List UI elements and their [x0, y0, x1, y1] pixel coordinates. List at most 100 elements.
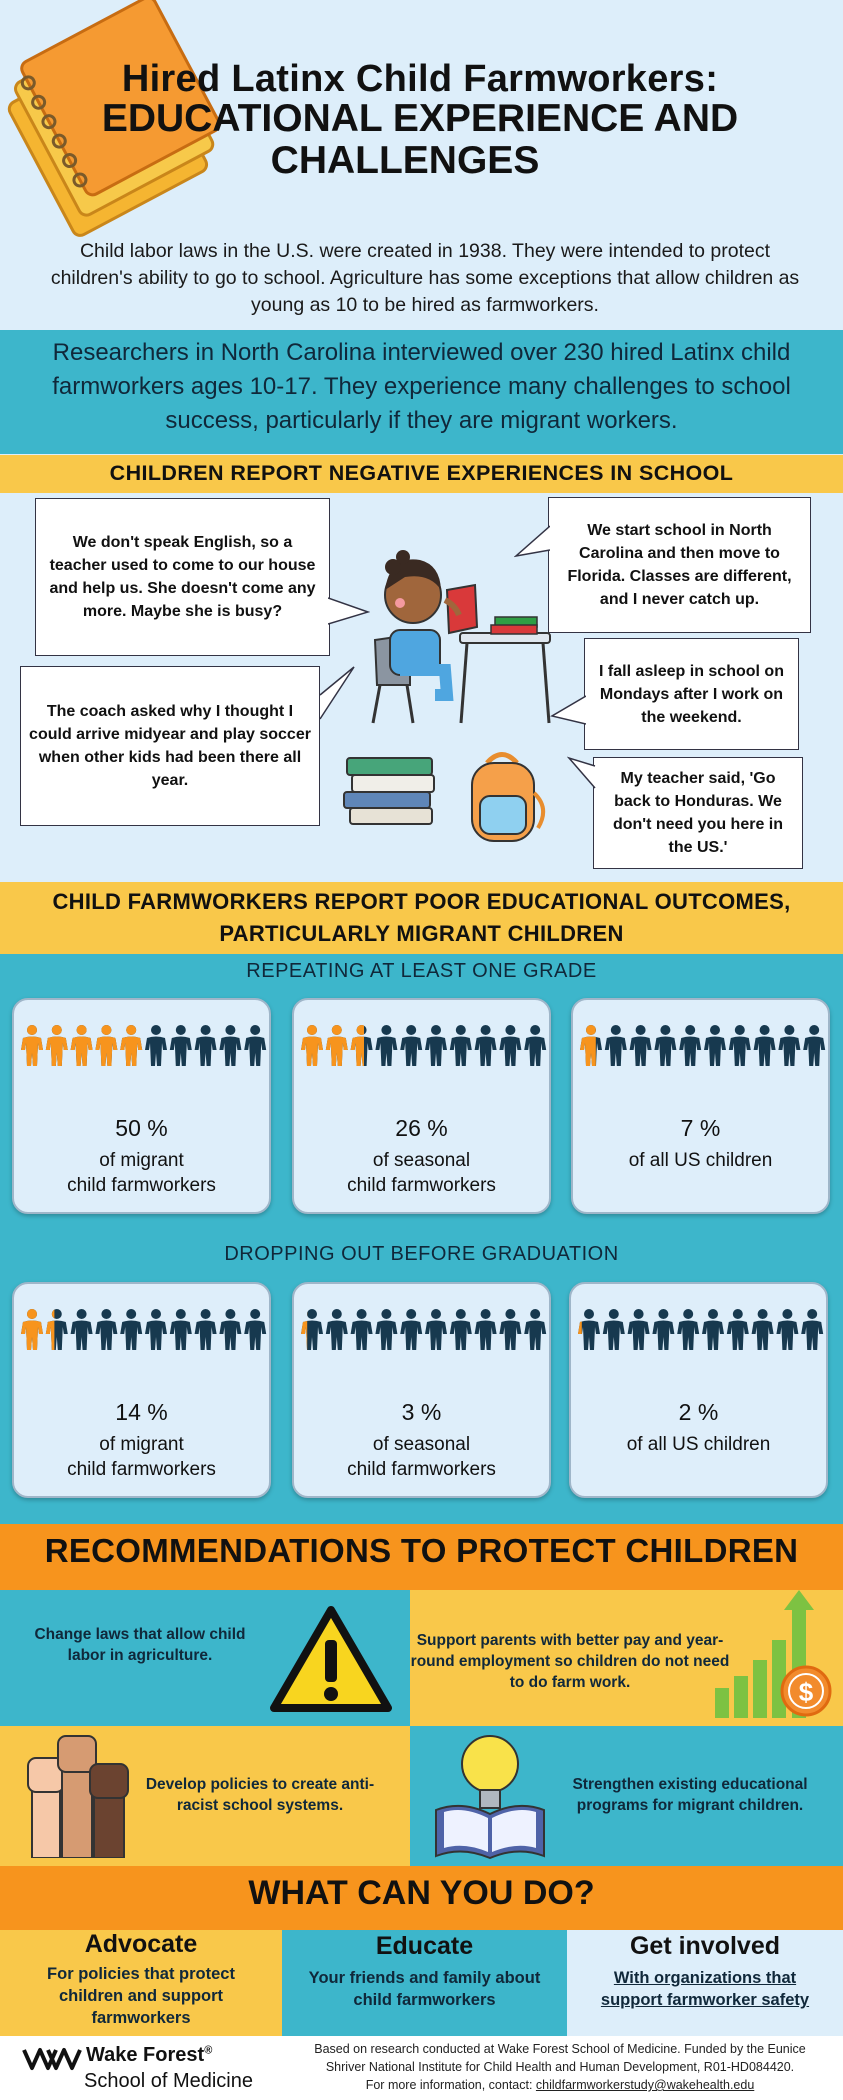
person-icon	[751, 1309, 774, 1350]
contact-email-link[interactable]: childfarmworkerstudy@wakehealth.edu	[535, 2078, 755, 2092]
stat-percent: 26 %	[395, 1115, 448, 1141]
action-text: For policies that protect children and s…	[47, 1965, 235, 2027]
quote-text: The coach asked why I thought I could ar…	[29, 703, 311, 789]
person-icon	[70, 1025, 93, 1066]
footer-note-line2: Shriver National Institute for Child Hea…	[325, 2060, 795, 2074]
stat-card: 50 % of migrant child farmworkers	[12, 998, 271, 1214]
dropping-out-label: DROPPING OUT BEFORE GRADUATION	[224, 1243, 619, 1265]
quote-bubble: We don't speak English, so a teacher use…	[35, 498, 330, 656]
organizations-link[interactable]: With organizations that support farmwork…	[600, 1969, 810, 2009]
person-icon	[169, 1309, 192, 1350]
person-icon	[350, 1025, 373, 1066]
backpack-icon	[471, 752, 546, 842]
stat-card: 3 % of seasonal child farmworkers	[292, 1282, 551, 1498]
outcomes-heading: CHILD FARMWORKERS REPORT POOR EDUCATIONA…	[0, 886, 843, 950]
notebooks-icon	[7, 0, 221, 237]
person-icon	[301, 1025, 323, 1066]
person-icon	[194, 1025, 217, 1066]
person-icon	[728, 1025, 751, 1066]
person-icon	[524, 1309, 547, 1350]
stat-percent: 7 %	[680, 1115, 721, 1141]
person-icon	[244, 1309, 267, 1350]
person-icon	[677, 1309, 700, 1350]
recommendations-heading-band	[0, 1524, 843, 1590]
person-icon	[425, 1309, 447, 1350]
person-icon	[679, 1025, 702, 1066]
stat-caption-line1: of migrant	[99, 1434, 184, 1455]
footer-note-line1: Based on research conducted at Wake Fore…	[314, 2042, 806, 2056]
footer	[0, 2036, 843, 2100]
repeating-grade-label: REPEATING AT LEAST ONE GRADE	[246, 960, 597, 982]
stat-percent: 14 %	[115, 1399, 168, 1425]
bubble-tail	[514, 525, 550, 558]
person-icon	[702, 1309, 724, 1350]
rec-text: Develop policies to create anti-racist s…	[145, 1776, 375, 1814]
person-icon	[350, 1309, 373, 1350]
person-icon	[244, 1025, 267, 1066]
logo-subtitle: School of Medicine	[84, 2070, 253, 2092]
action-get-involved: Get involved With organizations that sup…	[567, 1930, 843, 2036]
quote-text: We don't speak English, so a teacher use…	[49, 534, 316, 620]
person-icon	[145, 1309, 167, 1350]
stat-caption-line2: child farmworkers	[347, 1175, 496, 1196]
person-icon	[803, 1025, 826, 1066]
person-icon	[325, 1025, 348, 1066]
page-title-line3: CHALLENGES	[270, 139, 540, 182]
stat-card: 26 % of seasonal child farmworkers	[292, 998, 551, 1214]
bubble-tail	[328, 597, 370, 625]
bubble-tail	[319, 666, 355, 720]
person-icon	[45, 1025, 68, 1066]
footer-contact-prefix: For more information, contact:	[365, 2078, 536, 2092]
person-icon	[627, 1309, 650, 1350]
stat-caption-line1: of seasonal	[372, 1150, 471, 1171]
svg-text:$: $	[799, 1677, 814, 1707]
quote-bubble: We start school in North Carolina and th…	[548, 497, 811, 633]
rec-text: Support parents with better pay and year…	[410, 1632, 730, 1691]
negative-heading: CHILDREN REPORT NEGATIVE EXPERIENCES IN …	[109, 461, 734, 485]
person-icon	[219, 1309, 242, 1350]
person-icon	[21, 1025, 43, 1066]
people-icon-row	[578, 1309, 824, 1350]
person-icon	[801, 1309, 824, 1350]
person-icon	[301, 1309, 323, 1350]
growth-chart-icon: $	[715, 1590, 832, 1718]
warning-icon	[270, 1606, 392, 1712]
stat-caption-line2: child farmworkers	[347, 1459, 496, 1480]
quote-text: My teacher said, 'Go back to Honduras. W…	[612, 770, 784, 856]
person-icon	[375, 1309, 398, 1350]
books-stack-icon	[343, 757, 435, 825]
quote-text: I fall asleep in school on Mondays after…	[599, 662, 784, 726]
quote-bubble: I fall asleep in school on Mondays after…	[584, 638, 799, 750]
logo-name: Wake Forest	[86, 2044, 205, 2066]
person-icon	[778, 1025, 801, 1066]
stat-card: 14 % of migrant child farmworkers	[12, 1282, 271, 1498]
research-band	[0, 330, 843, 454]
person-icon	[325, 1309, 348, 1350]
person-icon	[120, 1309, 143, 1350]
logo-registered: ®	[204, 2044, 213, 2057]
person-icon	[629, 1025, 652, 1066]
rec-cell	[410, 1590, 843, 1726]
person-icon	[524, 1025, 547, 1066]
wake-forest-logo-icon	[22, 2048, 82, 2070]
person-icon	[169, 1025, 192, 1066]
page-title-line1: Hired Latinx Child Farmworkers:	[121, 58, 719, 100]
people-icon-row	[21, 1309, 267, 1350]
research-text: Researchers in North Carolina interviewe…	[52, 339, 791, 434]
person-icon	[449, 1025, 472, 1066]
people-icon-row	[301, 1025, 547, 1066]
outcomes-heading-band	[0, 882, 843, 954]
outcomes-heading-line1: CHILD FARMWORKERS REPORT POOR EDUCATIONA…	[52, 889, 791, 914]
footer-note: Based on research conducted at Wake Fore…	[290, 2040, 830, 2094]
stat-card: 2 % of all US children	[569, 1282, 828, 1498]
person-icon	[95, 1309, 118, 1350]
person-icon	[120, 1025, 143, 1066]
action-title: Get involved	[629, 1932, 781, 1960]
person-icon	[145, 1025, 167, 1066]
person-icon	[654, 1025, 677, 1066]
people-icon-row	[21, 1025, 267, 1066]
person-icon	[474, 1025, 497, 1066]
rec-text: Change laws that allow child labor in ag…	[34, 1626, 246, 1664]
person-icon	[219, 1025, 242, 1066]
person-icon	[704, 1025, 726, 1066]
